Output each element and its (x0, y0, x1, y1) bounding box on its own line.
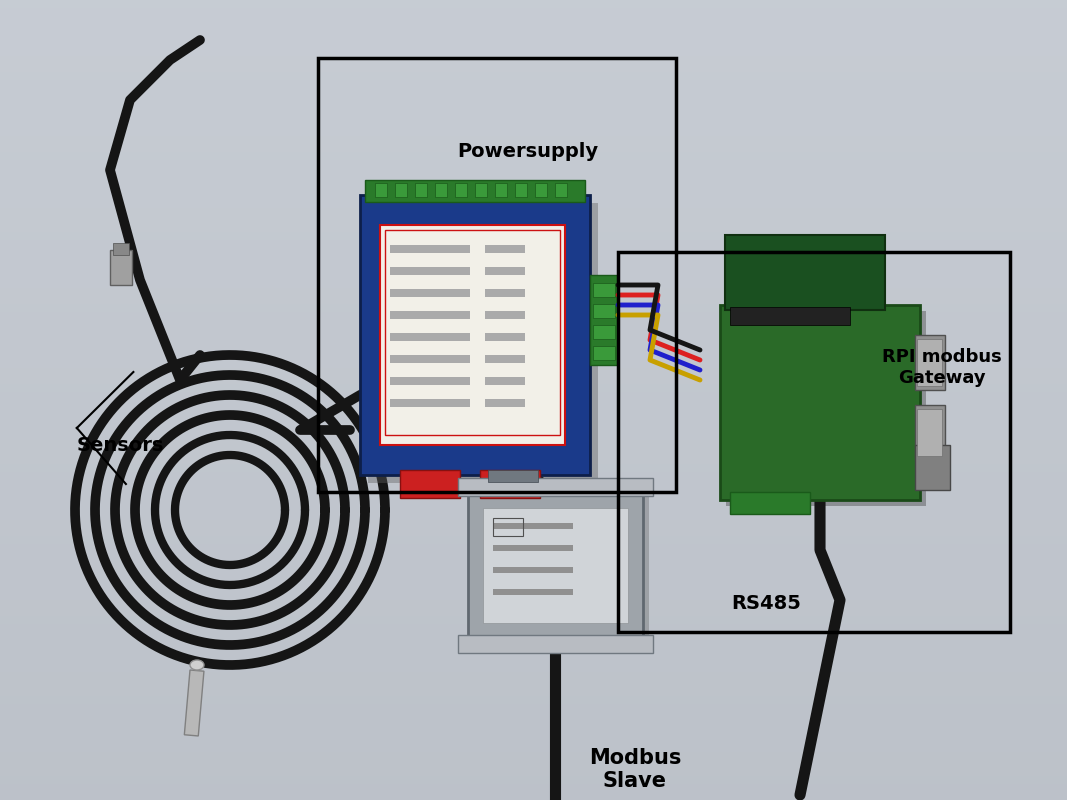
Text: RS485: RS485 (731, 594, 800, 613)
Bar (917, 409, 942, 456)
Bar (485, 355, 525, 363)
Bar (485, 245, 525, 253)
Text: Powersupply: Powersupply (458, 142, 599, 162)
Bar (455, 183, 467, 197)
Bar (458, 635, 653, 653)
Bar (593, 304, 615, 318)
Bar (395, 183, 407, 197)
Bar (391, 267, 469, 275)
Bar (385, 230, 560, 435)
Bar (485, 333, 525, 341)
Bar (318, 58, 676, 492)
Bar (488, 470, 538, 482)
Bar (391, 333, 469, 341)
Bar (593, 346, 615, 360)
Bar (495, 183, 507, 197)
Bar (917, 339, 942, 386)
Bar (593, 283, 615, 297)
Bar (185, 670, 204, 736)
Bar (400, 470, 460, 498)
Text: Modbus
Slave: Modbus Slave (589, 748, 681, 791)
Bar (618, 252, 1010, 632)
Bar (730, 492, 810, 514)
Bar (720, 305, 920, 500)
Bar (485, 267, 525, 275)
Bar (110, 250, 132, 285)
Bar (391, 399, 469, 407)
Bar (380, 225, 566, 445)
Bar (474, 494, 649, 649)
Bar (915, 405, 945, 460)
Bar (485, 289, 525, 297)
Bar (391, 245, 469, 253)
Bar (485, 311, 525, 319)
Bar (593, 325, 615, 339)
Bar (435, 183, 447, 197)
Bar (475, 183, 487, 197)
Text: Sensors: Sensors (77, 436, 164, 455)
Bar (515, 183, 527, 197)
Bar (391, 311, 469, 319)
Bar (391, 355, 469, 363)
Bar (724, 235, 885, 310)
Bar (493, 567, 573, 573)
Bar (391, 377, 469, 385)
Bar (730, 307, 850, 325)
Bar (375, 183, 387, 197)
Ellipse shape (190, 660, 204, 670)
Bar (458, 478, 653, 496)
Bar (915, 335, 945, 390)
Bar (493, 523, 573, 529)
Bar (485, 377, 525, 385)
Bar (415, 183, 427, 197)
Bar (555, 183, 567, 197)
Bar (368, 203, 598, 483)
Bar (113, 243, 129, 255)
Bar (493, 589, 573, 595)
Bar (360, 195, 590, 475)
Bar (480, 470, 540, 498)
Bar (726, 311, 926, 506)
Text: RPI modbus
Gateway: RPI modbus Gateway (882, 348, 1002, 387)
Bar (493, 518, 523, 536)
Bar (915, 445, 950, 490)
Bar (483, 508, 628, 623)
Bar (365, 180, 585, 202)
Bar (590, 275, 618, 365)
Bar (468, 488, 643, 643)
Bar (535, 183, 547, 197)
Bar (493, 545, 573, 551)
Bar (485, 399, 525, 407)
Bar (391, 289, 469, 297)
